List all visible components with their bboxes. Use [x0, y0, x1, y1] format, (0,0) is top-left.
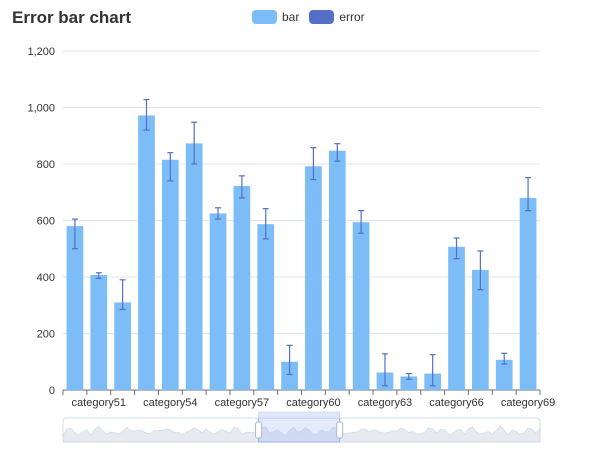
x-tick-label: category57	[215, 397, 269, 409]
bar[interactable]	[257, 224, 275, 390]
x-tick-label: category63	[358, 397, 412, 409]
x-tick-label: category60	[286, 397, 340, 409]
bar[interactable]	[114, 302, 131, 390]
legend-label-bar: bar	[282, 10, 300, 24]
y-tick-label: 1,000	[27, 103, 55, 115]
legend-item-bar[interactable]: bar	[252, 10, 299, 24]
bar[interactable]	[138, 115, 155, 390]
y-tick-label: 1,200	[27, 46, 55, 58]
bar[interactable]	[281, 361, 298, 390]
data-zoom-window[interactable]	[258, 417, 341, 443]
x-tick-label: category69	[501, 397, 555, 409]
legend-swatch-bar	[252, 10, 277, 24]
bar[interactable]	[472, 269, 489, 390]
bar[interactable]	[185, 143, 203, 390]
y-tick-label: 600	[37, 216, 55, 228]
bar[interactable]	[495, 359, 513, 390]
x-tick-label: category54	[143, 397, 197, 409]
bar[interactable]	[66, 226, 84, 390]
bar[interactable]	[305, 166, 322, 390]
y-tick-label: 200	[37, 329, 55, 341]
data-zoom-handle-start[interactable]	[255, 421, 263, 439]
bar[interactable]	[352, 222, 370, 390]
bar[interactable]	[448, 246, 465, 390]
bar[interactable]	[90, 275, 108, 390]
data-zoom-mover[interactable]	[258, 411, 340, 419]
x-tick-label: category66	[429, 397, 483, 409]
bar[interactable]	[233, 186, 251, 390]
data-zoom-handle-end[interactable]	[336, 421, 344, 439]
data-zoom-preview	[62, 425, 541, 443]
bar[interactable]	[161, 159, 179, 390]
chart-title: Error bar chart	[12, 8, 132, 27]
y-tick-label: 800	[37, 159, 55, 171]
bar[interactable]	[328, 150, 346, 390]
legend-swatch-error	[309, 10, 335, 24]
x-tick-label: category51	[72, 397, 126, 409]
legend-item-error[interactable]: error	[309, 10, 365, 24]
legend: bar error	[252, 10, 365, 24]
legend-label-error: error	[339, 10, 365, 24]
bar[interactable]	[400, 376, 418, 390]
bar[interactable]	[519, 197, 537, 390]
y-tick-label: 0	[49, 385, 55, 397]
y-tick-label: 400	[37, 272, 55, 284]
bar[interactable]	[209, 213, 227, 390]
